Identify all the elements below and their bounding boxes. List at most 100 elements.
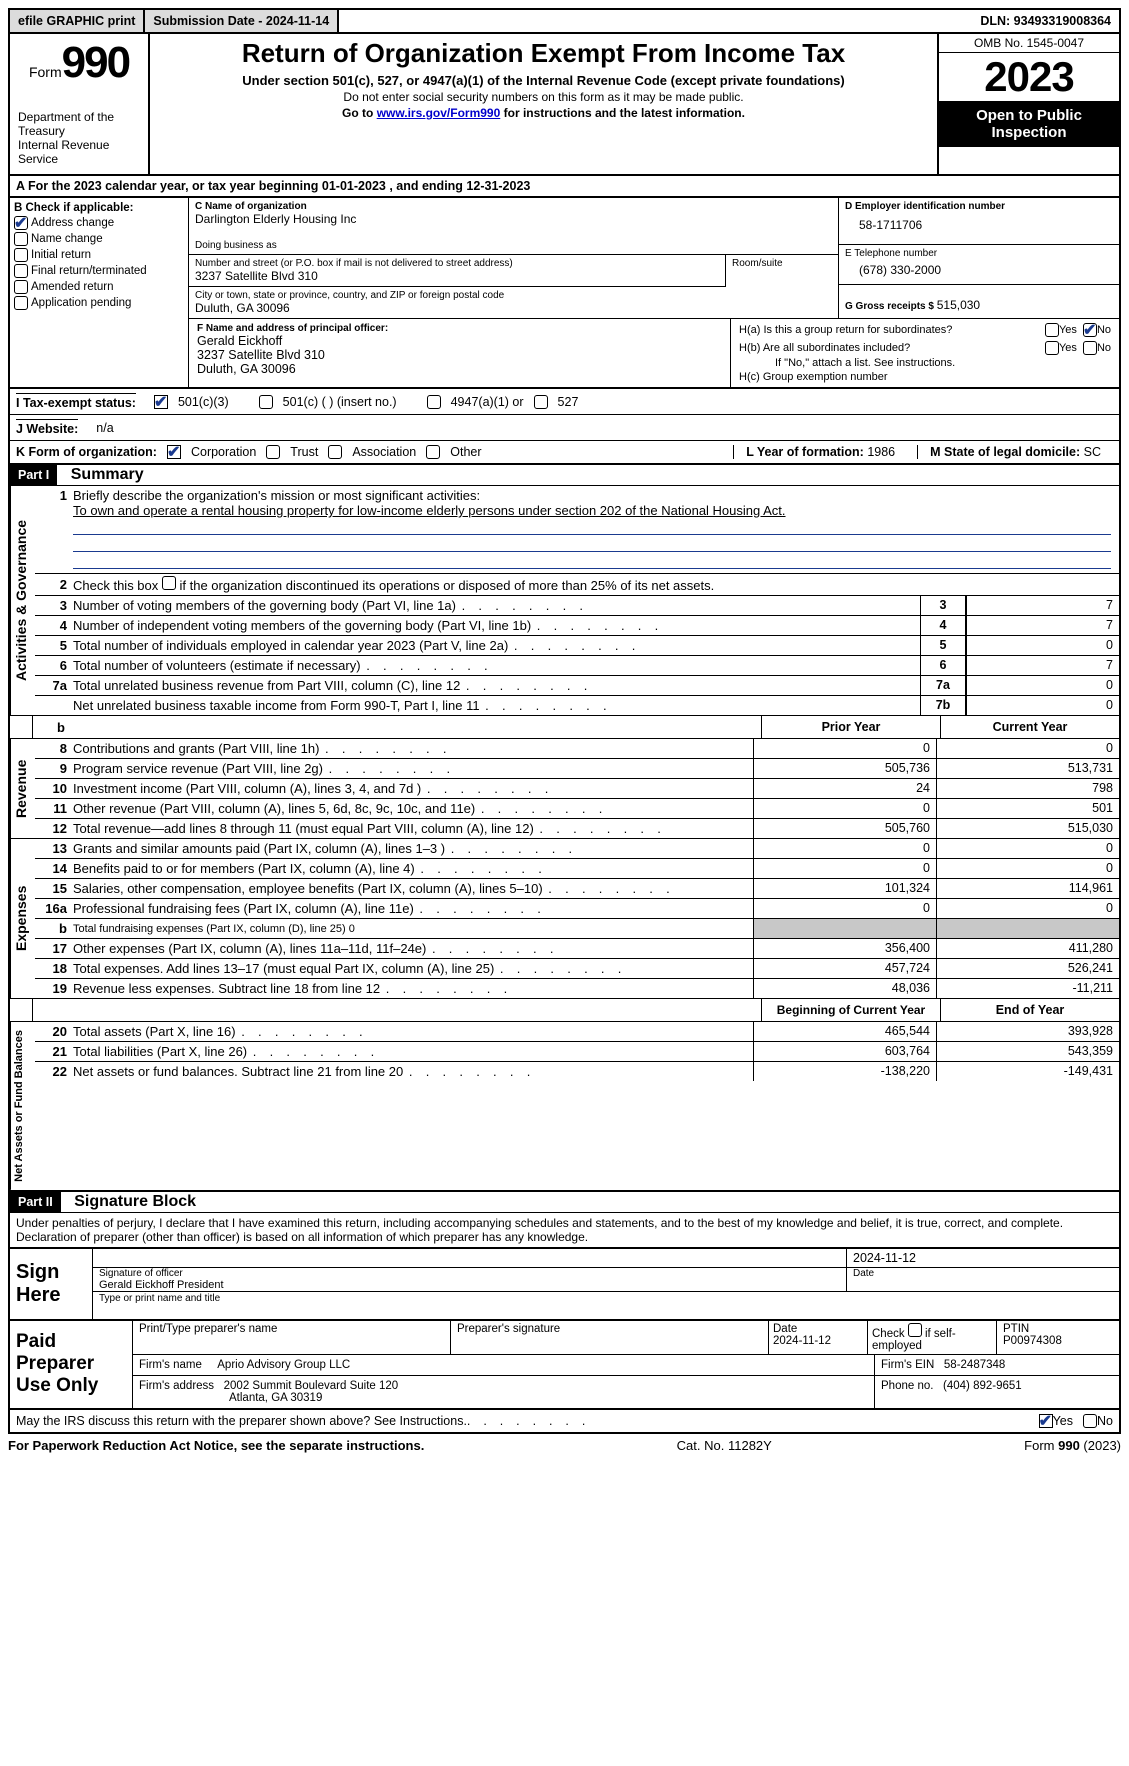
gross-label: G Gross receipts $ <box>845 301 937 312</box>
korg-other[interactable] <box>426 445 440 459</box>
ein-label: D Employer identification number <box>845 201 1113 212</box>
form-subtitle: Under section 501(c), 527, or 4947(a)(1)… <box>158 73 929 88</box>
street-label: Number and street (or P.O. box if mail i… <box>195 258 719 269</box>
discuss-yes[interactable] <box>1039 1414 1053 1428</box>
data-line: 9Program service revenue (Part VIII, lin… <box>35 758 1119 778</box>
irs-link[interactable]: www.irs.gov/Form990 <box>377 106 501 120</box>
korg-trust[interactable] <box>266 445 280 459</box>
form-title: Return of Organization Exempt From Incom… <box>158 38 929 69</box>
net-assets-block: Net Assets or Fund Balances 20Total asse… <box>8 1022 1121 1192</box>
status-527[interactable] <box>534 395 548 409</box>
h-block: H(a) Is this a group return for subordin… <box>730 319 1119 387</box>
vert-net: Net Assets or Fund Balances <box>10 1022 35 1190</box>
tax-year: 2023 <box>939 53 1119 101</box>
firm-ein: 58-2487348 <box>944 1359 1005 1371</box>
dba-label: Doing business as <box>195 240 832 251</box>
room-label: Room/suite <box>732 258 832 269</box>
efile-label[interactable]: efile GRAPHIC print <box>10 10 145 32</box>
top-bar: efile GRAPHIC print Submission Date - 20… <box>8 8 1121 32</box>
form-word: Form <box>29 64 62 80</box>
hb-no[interactable] <box>1083 341 1097 355</box>
ptin: P00974308 <box>1003 1335 1062 1347</box>
colb-check[interactable] <box>14 264 28 278</box>
data-line: 20Total assets (Part X, line 16)465,5443… <box>35 1022 1119 1041</box>
right-box: OMB No. 1545-0047 2023 Open to Public In… <box>937 34 1119 174</box>
status-501c[interactable] <box>259 395 273 409</box>
entity-grid: B Check if applicable: Address changeNam… <box>8 198 1121 389</box>
colb-check[interactable] <box>14 296 28 310</box>
ha-no[interactable] <box>1083 323 1097 337</box>
korg-corp[interactable] <box>167 445 181 459</box>
hb-yes[interactable] <box>1045 341 1059 355</box>
colb-item: Address change <box>14 216 184 230</box>
summary-line: 5Total number of individuals employed in… <box>35 635 1119 655</box>
summary-line: Net unrelated business taxable income fr… <box>35 695 1119 715</box>
city-label: City or town, state or province, country… <box>195 290 832 301</box>
data-line: 13Grants and similar amounts paid (Part … <box>35 839 1119 858</box>
discuss-no[interactable] <box>1083 1414 1097 1428</box>
colb-item: Amended return <box>14 280 184 294</box>
public-inspection: Open to Public Inspection <box>939 101 1119 147</box>
firm-name: Aprio Advisory Group LLC <box>217 1359 350 1371</box>
data-line: 14Benefits paid to or for members (Part … <box>35 858 1119 878</box>
summary-line: 4Number of independent voting members of… <box>35 615 1119 635</box>
colb-item: Initial return <box>14 248 184 262</box>
ssn-note: Do not enter social security numbers on … <box>158 90 929 104</box>
data-line: 22Net assets or fund balances. Subtract … <box>35 1061 1119 1081</box>
department: Department of the Treasury Internal Reve… <box>14 106 144 170</box>
perjury-text: Under penalties of perjury, I declare th… <box>8 1212 1121 1249</box>
column-c: C Name of organization Darlington Elderl… <box>189 198 1119 387</box>
colb-check[interactable] <box>14 216 28 230</box>
preparer-phone: (404) 892-9651 <box>943 1380 1022 1392</box>
summary-line: 3Number of voting members of the governi… <box>35 595 1119 615</box>
goto-note: Go to www.irs.gov/Form990 for instructio… <box>158 106 929 120</box>
summary-line: 6Total number of volunteers (estimate if… <box>35 655 1119 675</box>
street: 3237 Satellite Blvd 310 <box>195 269 719 283</box>
year-formation: 1986 <box>867 445 895 459</box>
part1-title: Summary <box>61 463 154 486</box>
column-d: D Employer identification number 58-1711… <box>838 198 1119 318</box>
officer-block: F Name and address of principal officer:… <box>189 319 730 387</box>
form-header: Form990 Department of the Treasury Inter… <box>8 32 1121 176</box>
mission-text: To own and operate a rental housing prop… <box>73 503 1111 518</box>
data-line: 19Revenue less expenses. Subtract line 1… <box>35 978 1119 998</box>
tax-status-row: I Tax-exempt status: 501(c)(3) 501(c) ( … <box>8 389 1121 415</box>
officer-sig: Gerald Eickhoff President <box>99 1279 840 1291</box>
colb-check[interactable] <box>14 280 28 294</box>
governance-block: Activities & Governance 1 Briefly descri… <box>8 485 1121 716</box>
discuss-row: May the IRS discuss this return with the… <box>8 1410 1121 1434</box>
omb-number: OMB No. 1545-0047 <box>939 34 1119 53</box>
data-line: 21Total liabilities (Part X, line 26)603… <box>35 1041 1119 1061</box>
status-501c3[interactable] <box>154 395 168 409</box>
form-number: 990 <box>62 38 129 87</box>
begin-end-header: Beginning of Current Year End of Year <box>8 999 1121 1022</box>
colb-check[interactable] <box>14 248 28 262</box>
vert-expenses: Expenses <box>10 839 35 998</box>
ha-yes[interactable] <box>1045 323 1059 337</box>
colb-item: Final return/terminated <box>14 264 184 278</box>
expenses-block: Expenses 13Grants and similar amounts pa… <box>8 839 1121 999</box>
org-name-label: C Name of organization <box>195 201 832 212</box>
section-a: A For the 2023 calendar year, or tax yea… <box>8 176 1121 198</box>
part2-label: Part II <box>10 1192 61 1212</box>
status-4947[interactable] <box>427 395 441 409</box>
submission-date: Submission Date - 2024-11-14 <box>145 10 339 32</box>
part2-title: Signature Block <box>64 1190 206 1213</box>
colb-check[interactable] <box>14 232 28 246</box>
part1-label: Part I <box>10 465 57 485</box>
vert-governance: Activities & Governance <box>10 486 35 715</box>
line2-check[interactable] <box>162 576 176 590</box>
prior-curr-header: b Prior Year Current Year <box>8 716 1121 739</box>
dln: DLN: 93493319008364 <box>972 10 1119 32</box>
website-value: n/a <box>96 421 113 435</box>
phone: (678) 330-2000 <box>845 259 1113 281</box>
phone-label: E Telephone number <box>845 248 1113 259</box>
preparer-block: Paid Preparer Use Only Print/Type prepar… <box>8 1321 1121 1410</box>
data-line: bTotal fundraising expenses (Part IX, co… <box>35 918 1119 938</box>
korg-assoc[interactable] <box>328 445 342 459</box>
data-line: 8Contributions and grants (Part VIII, li… <box>35 739 1119 758</box>
gross-receipts: 515,030 <box>937 298 980 312</box>
vert-revenue: Revenue <box>10 739 35 838</box>
data-line: 17Other expenses (Part IX, column (A), l… <box>35 938 1119 958</box>
self-employed-check[interactable] <box>908 1323 922 1337</box>
